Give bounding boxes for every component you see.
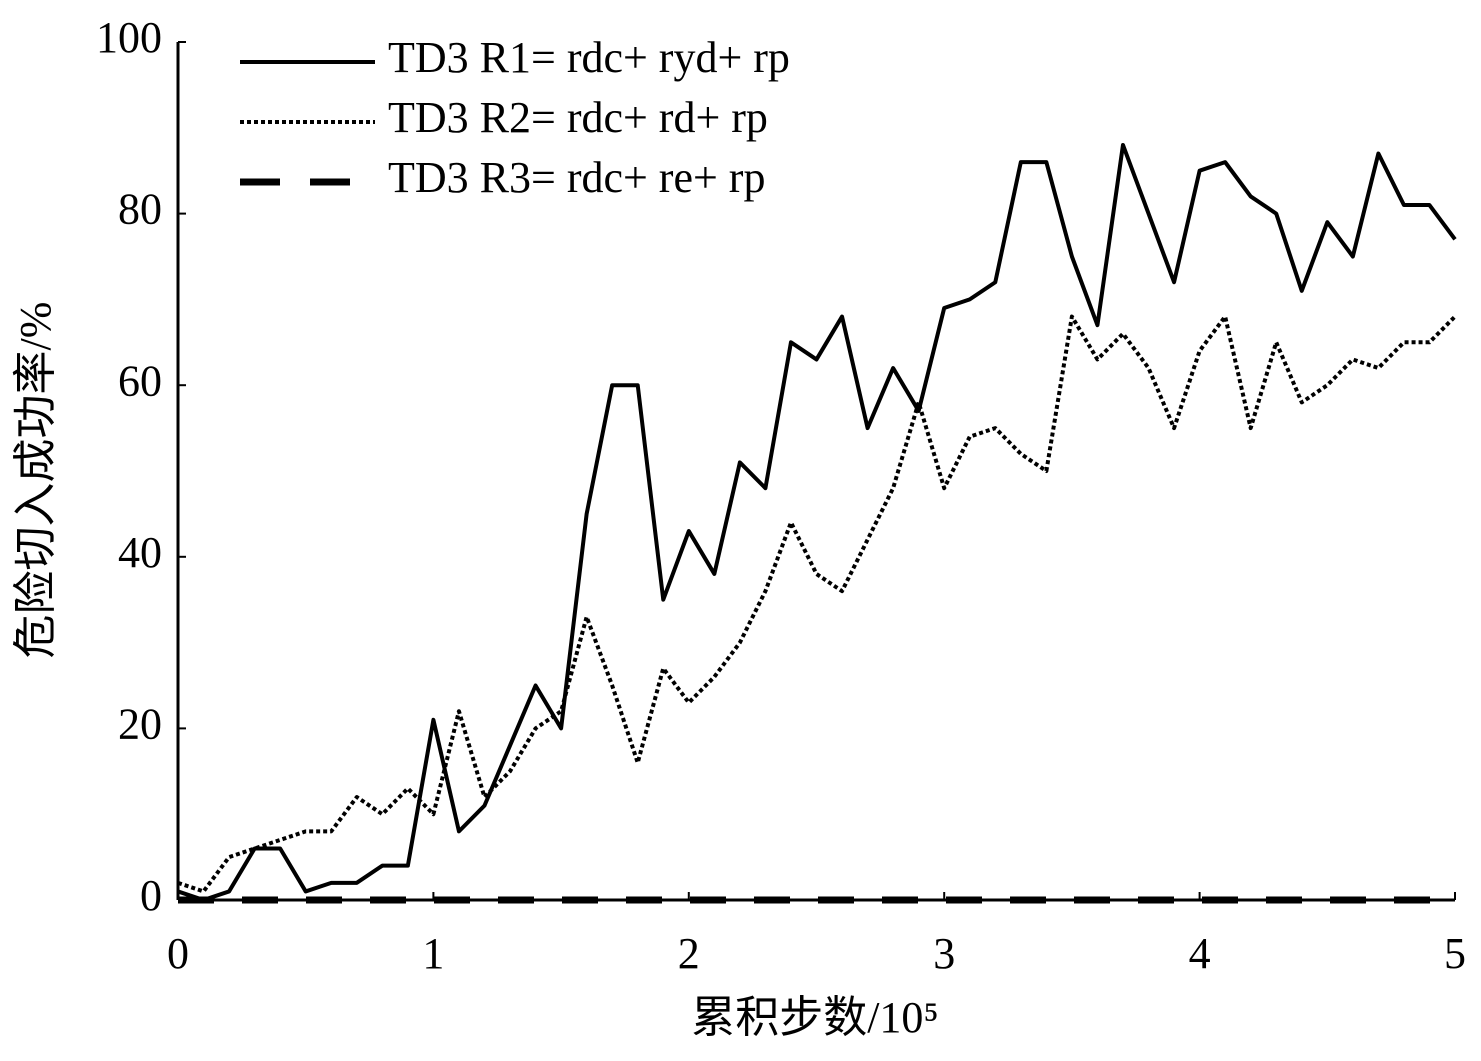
legend-label: TD3 R3= rdc+ re+ rp bbox=[388, 153, 765, 202]
legend-label: TD3 R2= rdc+ rd+ rp bbox=[388, 93, 768, 142]
x-tick-label: 2 bbox=[678, 929, 700, 978]
y-tick-label: 40 bbox=[118, 528, 162, 577]
x-tick-label: 3 bbox=[933, 929, 955, 978]
y-tick-label: 80 bbox=[118, 185, 162, 234]
series-line bbox=[177, 314, 1457, 894]
y-tick-label: 100 bbox=[96, 13, 162, 62]
legend-label: TD3 R1= rdc+ ryd+ rp bbox=[388, 33, 790, 82]
y-axis-label: 危险切入成功率/% bbox=[11, 302, 60, 659]
x-tick-label: 1 bbox=[422, 929, 444, 978]
x-tick-label: 5 bbox=[1444, 929, 1466, 978]
y-tick-label: 20 bbox=[118, 699, 162, 748]
y-tick-label: 0 bbox=[140, 871, 162, 920]
series-line bbox=[177, 142, 1457, 902]
x-tick-label: 4 bbox=[1189, 929, 1211, 978]
x-tick-label: 0 bbox=[167, 929, 189, 978]
x-axis-label: 累积步数/10⁵ bbox=[691, 993, 939, 1042]
y-tick-label: 60 bbox=[118, 356, 162, 405]
